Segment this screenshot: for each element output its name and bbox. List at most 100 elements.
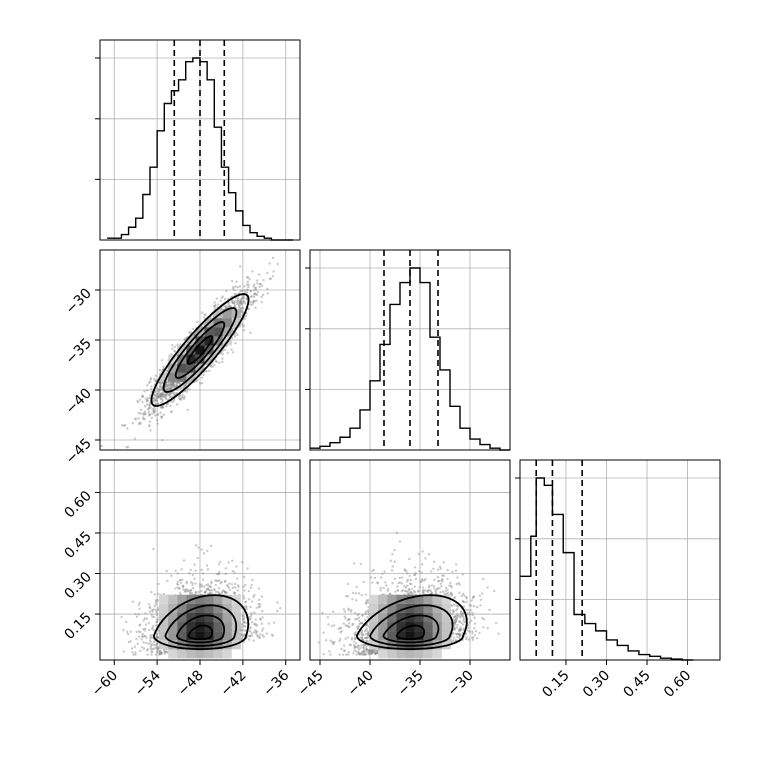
scatter-point — [238, 304, 241, 307]
scatter-point — [223, 590, 227, 594]
scatter-point — [220, 296, 223, 300]
scatter-point — [159, 384, 162, 387]
scatter-point — [173, 385, 176, 388]
scatter-point — [219, 582, 222, 585]
scatter-point — [120, 423, 124, 427]
scatter-point — [172, 381, 176, 384]
scatter-point — [151, 650, 154, 654]
scatter-point — [205, 583, 208, 587]
scatter-point — [209, 365, 213, 368]
scatter-point — [225, 591, 229, 594]
scatter-point — [180, 386, 183, 390]
scatter-point — [194, 591, 198, 594]
scatter-point — [168, 386, 172, 389]
scatter-point — [213, 363, 216, 367]
scatter-point — [138, 601, 141, 604]
scatter-point — [153, 393, 157, 397]
scatter-point — [258, 602, 262, 606]
scatter-point — [181, 585, 185, 589]
scatter-point — [142, 628, 145, 631]
scatter-point — [270, 633, 274, 637]
scatter-point — [154, 380, 158, 383]
scatter-point — [158, 385, 162, 388]
scatter-point — [200, 376, 204, 379]
scatter-point — [180, 396, 183, 399]
scatter-point — [255, 299, 258, 302]
scatter-point — [146, 397, 150, 400]
scatter-point — [167, 381, 170, 385]
scatter-point — [212, 305, 216, 308]
scatter-point — [165, 370, 169, 373]
scatter-point — [240, 636, 244, 640]
scatter-point — [169, 396, 172, 399]
scatter-point — [172, 399, 176, 402]
scatter-point — [161, 392, 165, 396]
scatter-point — [138, 623, 142, 626]
scatter-point — [192, 333, 196, 337]
scatter-point — [190, 591, 193, 595]
scatter-point — [210, 580, 213, 583]
scatter-point — [172, 383, 175, 386]
scatter-point — [247, 285, 250, 289]
density-cell — [222, 309, 232, 319]
scatter-point — [243, 625, 247, 628]
scatter-point — [243, 621, 246, 625]
scatter-point — [148, 610, 152, 613]
scatter-point — [231, 287, 235, 290]
scatter-point — [148, 404, 151, 407]
scatter-point — [168, 383, 172, 386]
scatter-point — [182, 385, 186, 389]
scatter-point — [266, 287, 269, 291]
scatter-point — [140, 395, 143, 398]
scatter-point — [151, 610, 154, 613]
scatter-point — [238, 301, 242, 304]
scatter-point — [163, 394, 167, 397]
scatter-point — [233, 302, 236, 305]
scatter-point — [236, 299, 239, 303]
scatter-point — [147, 410, 151, 414]
scatter-point — [140, 635, 144, 638]
scatter-point — [161, 398, 164, 402]
scatter-point — [253, 623, 256, 626]
scatter-point — [203, 313, 206, 316]
scatter-point — [122, 628, 125, 632]
scatter-point — [122, 650, 125, 653]
scatter-point — [126, 427, 129, 430]
scatter-point — [173, 350, 177, 353]
scatter-point — [154, 379, 157, 382]
scatter-point — [206, 568, 210, 571]
scatter-point — [166, 388, 169, 392]
scatter-point — [156, 646, 160, 650]
scatter-point — [217, 572, 221, 576]
scatter-point — [171, 384, 174, 387]
scatter-point — [225, 306, 228, 309]
scatter-point — [245, 606, 248, 609]
scatter-point — [179, 394, 182, 397]
scatter-point — [160, 381, 164, 385]
scatter-point — [236, 584, 240, 587]
scatter-point — [149, 641, 152, 644]
scatter-point — [260, 595, 264, 598]
scatter-point — [252, 300, 255, 304]
scatter-point — [242, 324, 245, 327]
density-cell — [177, 363, 187, 373]
scatter-point — [179, 581, 183, 585]
scatter-point — [268, 277, 272, 280]
scatter-point — [148, 424, 151, 428]
scatter-point — [169, 387, 172, 391]
scatter-point — [156, 635, 159, 639]
scatter-point — [186, 408, 189, 412]
scatter-point — [240, 289, 243, 292]
scatter-point — [200, 583, 203, 586]
scatter-point — [153, 391, 157, 394]
scatter-point — [249, 290, 253, 293]
scatter-point — [215, 360, 218, 363]
scatter-point — [145, 400, 149, 403]
scatter-point — [168, 387, 171, 391]
scatter-point — [171, 391, 174, 395]
scatter-point — [231, 329, 234, 333]
hist-step-p1 — [107, 57, 293, 241]
scatter-point — [167, 383, 170, 387]
density-cell — [213, 336, 223, 346]
scatter-point — [223, 590, 227, 593]
